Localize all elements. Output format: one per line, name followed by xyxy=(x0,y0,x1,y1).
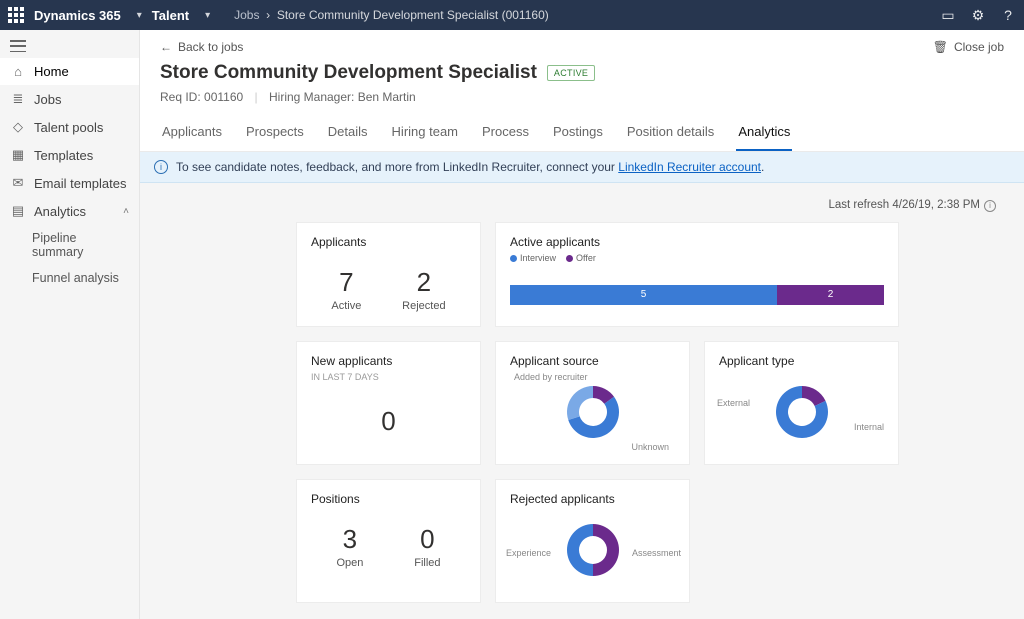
donut-chart xyxy=(545,374,641,450)
gear-icon[interactable]: ⚙ xyxy=(970,7,986,23)
donut-label: Unknown xyxy=(631,442,669,452)
sidebar-item-label: Templates xyxy=(34,148,93,163)
donut-label: External xyxy=(717,398,750,408)
back-label: Back to jobs xyxy=(178,40,243,54)
page-title: Store Community Development Specialist xyxy=(160,62,537,84)
donut-label: Experience xyxy=(506,548,551,558)
card-title: Positions xyxy=(311,492,466,506)
req-id: Req ID: 001160 xyxy=(160,90,243,104)
card-positions: Positions 3 Open 0 Filled xyxy=(296,479,481,603)
list-icon: ≣ xyxy=(10,91,26,107)
sidebar-item-jobs[interactable]: ≣ Jobs xyxy=(0,85,139,113)
grid-icon: ▦ xyxy=(10,147,26,163)
card-applicants: Applicants 7 Active 2 Rejected xyxy=(296,222,481,327)
kpi-label: Rejected xyxy=(402,300,445,312)
tab-details[interactable]: Details xyxy=(326,116,370,151)
chevron-down-icon[interactable]: ▾ xyxy=(205,10,210,21)
close-job-label: Close job xyxy=(954,40,1004,54)
chevron-down-icon[interactable]: ▾ xyxy=(137,10,142,21)
card-rejected-applicants: Rejected applicants Experience Assessmen… xyxy=(495,479,690,603)
sidebar-item-templates[interactable]: ▦ Templates xyxy=(0,141,139,169)
help-icon[interactable]: ? xyxy=(1000,7,1016,23)
page-header: ← Back to jobs 🗑 Close job Store Community… xyxy=(140,30,1024,152)
stacked-bar-chart: 52 xyxy=(510,285,884,305)
sidebar-sub-funnel[interactable]: Funnel analysis xyxy=(0,265,139,291)
back-link[interactable]: ← Back to jobs xyxy=(160,40,243,54)
donut-chart xyxy=(545,512,641,588)
tab-prospects[interactable]: Prospects xyxy=(244,116,306,151)
chevron-up-icon: ˄ xyxy=(123,206,129,217)
tabs: Applicants Prospects Details Hiring team Pro… xyxy=(160,116,1004,151)
tab-hiring-team[interactable]: Hiring team xyxy=(390,116,460,151)
sidebar-sub-pipeline[interactable]: Pipeline summary xyxy=(0,225,139,265)
card-title: Applicant source xyxy=(510,354,675,368)
tab-process[interactable]: Process xyxy=(480,116,531,151)
tab-applicants[interactable]: Applicants xyxy=(160,116,224,151)
sidebar-item-talent-pools[interactable]: ◇ Talent pools xyxy=(0,113,139,141)
card-title: Rejected applicants xyxy=(510,492,675,506)
breadcrumb-leaf: Store Community Development Specialist (… xyxy=(277,8,549,22)
home-icon: ⌂ xyxy=(10,64,26,79)
card-active-applicants: Active applicants InterviewOffer 52 xyxy=(495,222,899,327)
tab-analytics[interactable]: Analytics xyxy=(736,116,792,151)
sidebar-item-label: Email templates xyxy=(34,176,126,191)
info-icon[interactable]: i xyxy=(984,200,996,212)
donut-chart xyxy=(754,374,850,450)
last-refresh: Last refresh 4/26/19, 2:38 PMi xyxy=(168,199,996,212)
donut-label: Assessment xyxy=(632,548,681,558)
linkedin-banner: i To see candidate notes, feedback, and … xyxy=(140,152,1024,183)
kpi-value: 2 xyxy=(402,267,445,298)
banner-text: To see candidate notes, feedback, and mo… xyxy=(176,160,764,174)
pool-icon: ◇ xyxy=(10,119,26,135)
card-title: New applicants xyxy=(311,354,466,368)
card-new-applicants: New applicants IN LAST 7 DAYS 0 xyxy=(296,341,481,465)
sidebar-item-label: Analytics xyxy=(34,204,86,219)
kpi-value: 0 xyxy=(311,406,466,437)
donut-label: Internal xyxy=(854,422,884,432)
sidebar-item-label: Home xyxy=(34,64,69,79)
arrow-left-icon: ← xyxy=(160,40,172,54)
card-applicant-type: Applicant type External Internal xyxy=(704,341,899,465)
card-title: Active applicants xyxy=(510,235,884,249)
sidebar-item-label: Jobs xyxy=(34,92,61,107)
kpi-value: 3 xyxy=(336,524,363,555)
sidebar-item-email-templates[interactable]: ✉ Email templates xyxy=(0,169,139,197)
sidebar-item-label: Talent pools xyxy=(34,120,103,135)
breadcrumb: Jobs › Store Community Development Speci… xyxy=(234,8,549,22)
card-title: Applicant type xyxy=(719,354,884,368)
module-name[interactable]: Talent xyxy=(152,8,189,23)
mail-icon: ✉ xyxy=(10,175,26,191)
card-title: Applicants xyxy=(311,235,466,249)
banner-link[interactable]: LinkedIn Recruiter account xyxy=(618,160,761,174)
hiring-manager: Hiring Manager: Ben Martin xyxy=(269,90,416,104)
legend: InterviewOffer xyxy=(510,253,884,263)
main-content: ← Back to jobs 🗑 Close job Store Community… xyxy=(140,30,1024,619)
job-meta: Req ID: 001160 | Hiring Manager: Ben Mar… xyxy=(160,90,1004,104)
donut-label: Added by recruiter xyxy=(514,372,588,382)
info-icon: i xyxy=(154,160,168,174)
breadcrumb-root[interactable]: Jobs xyxy=(234,8,259,22)
tab-postings[interactable]: Postings xyxy=(551,116,605,151)
tab-position-details[interactable]: Position details xyxy=(625,116,716,151)
card-subtitle: IN LAST 7 DAYS xyxy=(311,372,466,382)
sidebar-item-analytics[interactable]: ▤ Analytics ˄ xyxy=(0,197,139,225)
top-bar: Dynamics 365 ▾ Talent ▾ Jobs › Store Com… xyxy=(0,0,1024,30)
trash-icon: 🗑 xyxy=(933,40,948,54)
app-launcher-icon[interactable] xyxy=(8,7,24,23)
status-badge: ACTIVE xyxy=(547,65,595,81)
kpi-label: Open xyxy=(336,557,363,569)
hamburger-icon[interactable] xyxy=(10,40,26,52)
kpi-label: Active xyxy=(331,300,361,312)
sidebar: ⌂ Home ≣ Jobs ◇ Talent pools ▦ Templates ✉ Em… xyxy=(0,30,140,619)
kpi-label: Filled xyxy=(414,557,440,569)
close-job-button[interactable]: 🗑 Close job xyxy=(933,40,1004,54)
kpi-value: 0 xyxy=(414,524,440,555)
screen-icon[interactable]: ▭ xyxy=(940,7,956,23)
card-applicant-source: Applicant source Added by recruiter Unkn… xyxy=(495,341,690,465)
kpi-value: 7 xyxy=(331,267,361,298)
brand[interactable]: Dynamics 365 xyxy=(34,8,121,23)
sidebar-item-home[interactable]: ⌂ Home xyxy=(0,58,139,85)
table-icon: ▤ xyxy=(10,203,26,219)
